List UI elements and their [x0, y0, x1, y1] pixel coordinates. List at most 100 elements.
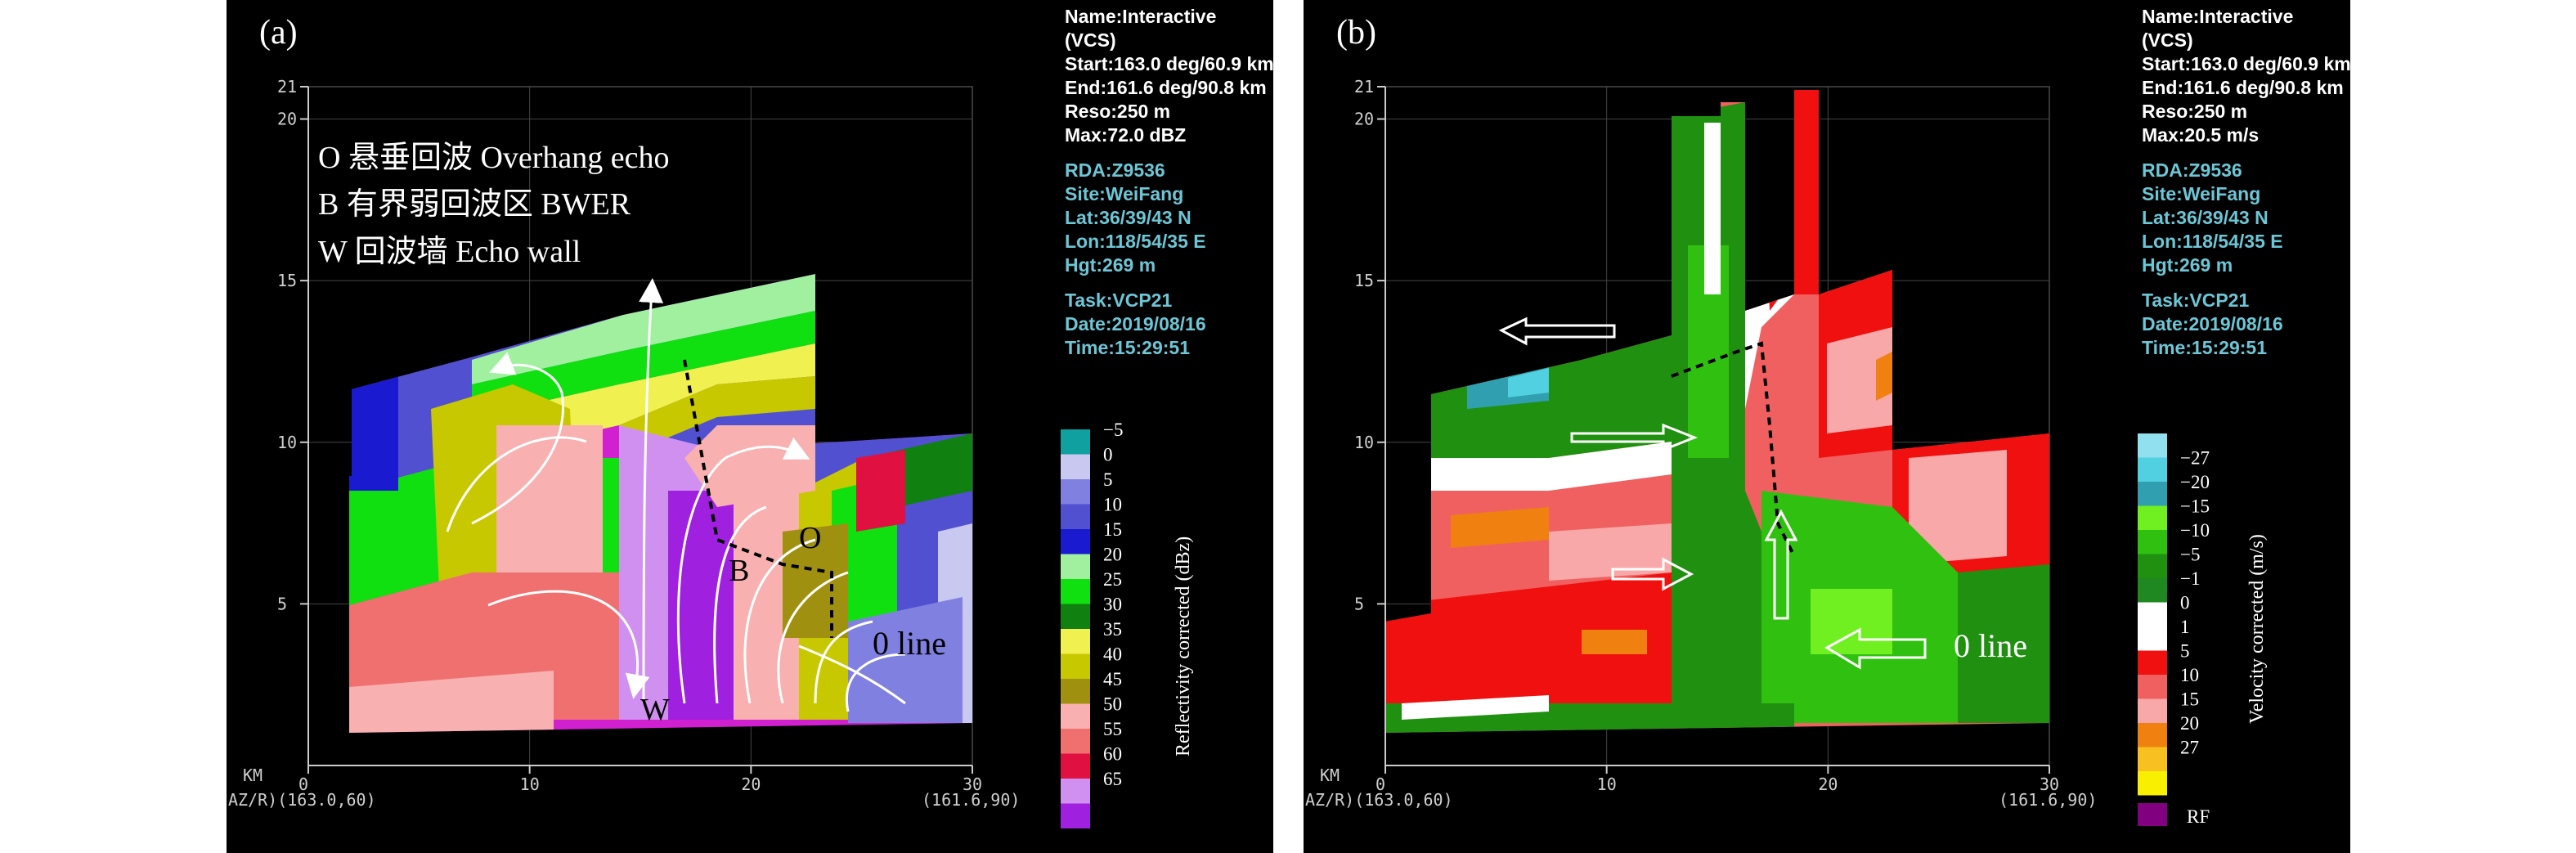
arrow-right-upper: [1570, 423, 1699, 452]
colorbar-tick-label: 60: [1103, 744, 1122, 765]
y-tick-label: 5: [277, 594, 287, 613]
colorbar-tick-label: 10: [2180, 665, 2199, 685]
info-start: Start:163.0 deg/60.9 km: [1065, 53, 1273, 74]
label-b: B: [729, 554, 749, 588]
colorbar-swatch: [1061, 504, 1090, 529]
panel-reflectivity: O 悬垂回波 Overhang echo B 有界弱回波区 BWER W 回波墙…: [227, 0, 1273, 853]
info-end: End:161.6 deg/90.8 km: [2142, 77, 2344, 98]
colorbar-tick-label: 45: [1103, 669, 1122, 689]
info-site: Site:WeiFang: [2142, 183, 2261, 204]
colorbar-tick-label: 10: [1103, 495, 1122, 515]
az-start-label: AZ/R)(163.0,60): [1305, 790, 1453, 810]
colorbar-tick-label: −27: [2180, 448, 2210, 469]
info-lon: Lon:118/54/35 E: [1065, 231, 1206, 252]
arrow-curve-2: [446, 436, 587, 532]
x-axis-unit: KM: [1320, 765, 1340, 785]
info-max: Max:72.0 dBZ: [1065, 124, 1187, 146]
info-site: Site:WeiFang: [1065, 183, 1184, 204]
colorbar-tick-label: 15: [2180, 689, 2199, 710]
colorbar-swatch: [1061, 679, 1090, 704]
colorbar-swatch: [2138, 626, 2167, 651]
y-tick-label: 20: [1354, 110, 1374, 129]
reflectivity-chart: O 悬垂回波 Overhang echo B 有界弱回波区 BWER W 回波墙…: [228, 77, 1194, 828]
colorbar-tick-label: 40: [1103, 644, 1122, 665]
rf-swatch: [2138, 803, 2167, 826]
colorbar-swatch: [2138, 747, 2167, 771]
info-name: Name:Interactive: [2142, 6, 2294, 27]
colorbar-swatch: [1061, 629, 1090, 654]
arrow-curve-9: [846, 653, 906, 712]
y-tick-label: 10: [1354, 433, 1374, 452]
annot-line2: B 有界弱回波区 BWER: [318, 187, 631, 222]
colorbar-tick-label: 20: [2180, 713, 2199, 734]
colorbar-tick-label: 55: [1103, 719, 1122, 739]
colorbar-swatch: [2138, 530, 2167, 554]
info-panel: Name:Interactive (VCS) Start:163.0 deg/6…: [2142, 5, 2350, 360]
panel-label: (a): [259, 14, 298, 52]
arrow-curve-8: [814, 620, 873, 704]
info-reso: Reso:250 m: [1065, 101, 1171, 122]
arrow-curve-3: [487, 590, 650, 699]
info-lat: Lat:36/39/43 N: [2142, 207, 2269, 228]
x-tick-label: 20: [741, 774, 761, 794]
x-tick-label: 20: [1818, 774, 1838, 794]
colorbar-tick-label: 20: [1103, 545, 1122, 565]
colorbar-tick-label: −20: [2180, 472, 2210, 492]
colorbar-swatch: [2138, 457, 2167, 482]
colorbar-swatch: [2138, 578, 2167, 603]
info-rda: RDA:Z9536: [1065, 159, 1165, 181]
info-start: Start:163.0 deg/60.9 km: [2142, 53, 2350, 74]
y-tick-label: 21: [277, 77, 297, 97]
label-zero-line: 0 line: [873, 625, 946, 662]
x-axis-unit: KM: [243, 765, 263, 785]
dashed-boundary: [683, 359, 833, 638]
arrow-right-lower: [1611, 557, 1694, 591]
axes: 0 10 20 30 5 10 15 20 21: [277, 77, 982, 794]
y-tick-label: 20: [277, 110, 297, 129]
colorbar-swatch: [2138, 771, 2167, 796]
axes: 0 10 20 30 5 10 15 20 21: [1354, 77, 2059, 794]
dashed-lines: [683, 359, 833, 638]
info-date: Date:2019/08/16: [2142, 313, 2283, 334]
colorbar-swatch: [2138, 698, 2167, 723]
info-end: End:161.6 deg/90.8 km: [1065, 77, 1267, 98]
label-zero-line: 0 line: [1954, 627, 2027, 664]
colorbar: −5 0 5 10 15 20 25 30 35 40 45 50 55 60 65: [1061, 420, 1123, 828]
colorbar-swatch: [1061, 579, 1090, 604]
arrow-up: [1764, 509, 1798, 620]
y-tick-label: 15: [1354, 271, 1374, 290]
x-tick-label: 0: [1376, 774, 1385, 794]
colorbar-swatch: [2138, 554, 2167, 578]
arrow-curve-7: [777, 571, 849, 704]
panel-label: (b): [1336, 14, 1376, 52]
colorbar-swatch: [1061, 454, 1090, 479]
colorbar-swatch: [2138, 675, 2167, 699]
panel-velocity: 0 line 0 10 20 30 5 10 15 20 21 KM AZ/R)(163.0,6…: [1304, 0, 2350, 853]
info-lon: Lon:118/54/35 E: [2142, 231, 2283, 252]
colorbar-swatch: [2138, 433, 2167, 458]
y-tick-label: 10: [277, 433, 297, 452]
annot-line1: O 悬垂回波 Overhang echo: [318, 141, 670, 175]
colorbar-swatch: [1061, 604, 1090, 629]
info-time: Time:15:29:51: [1065, 337, 1190, 358]
arrow-curve-6: [743, 538, 816, 704]
colorbar-tick-label: 5: [2180, 641, 2190, 662]
az-start-label: AZ/R)(163.0,60): [228, 790, 376, 810]
arrow-curve-10: [798, 644, 906, 705]
arrow-curve-5: [713, 505, 767, 704]
colorbar-tick-label: −15: [2180, 496, 2210, 517]
colorbar-tick-label: −10: [2180, 520, 2210, 541]
colorbar-swatch: [1061, 529, 1090, 554]
info-task: Task:VCP21: [1065, 290, 1173, 311]
info-hgt: Hgt:269 m: [2142, 254, 2233, 276]
info-task: Task:VCP21: [2142, 290, 2250, 311]
colorbar-swatch: [1061, 803, 1090, 828]
colorbar-tick-label: 50: [1103, 694, 1122, 715]
colorbar-swatch: [2138, 650, 2167, 675]
y-tick-label: 5: [1354, 594, 1364, 613]
colorbar-swatch: [1061, 753, 1090, 779]
az-end-label: (161.6,90): [922, 790, 1020, 810]
colorbar-swatch: [2138, 723, 2167, 747]
